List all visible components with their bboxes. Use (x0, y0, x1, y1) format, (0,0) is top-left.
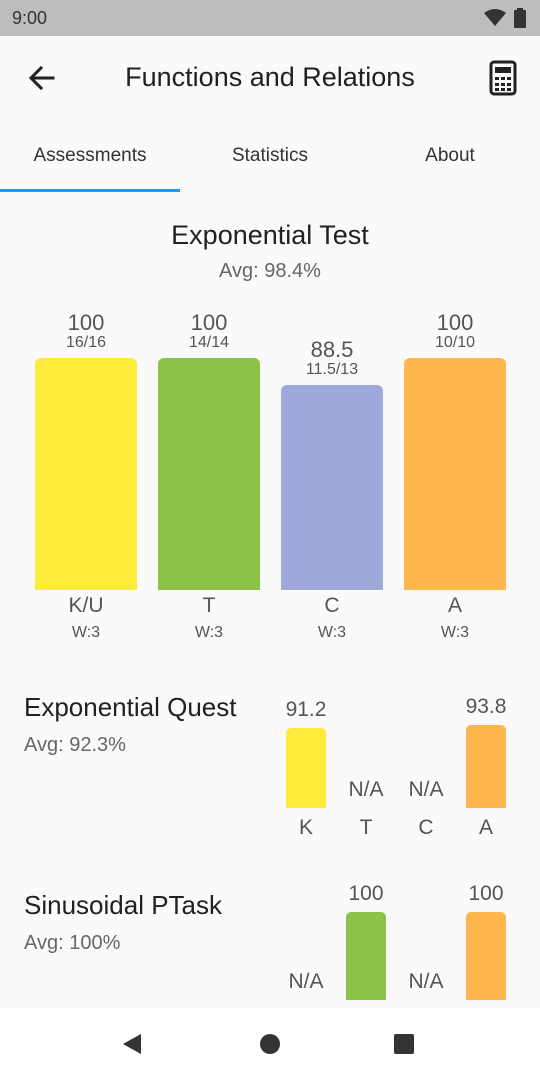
bar-category-label: K/U (68, 594, 104, 617)
bar-ku (35, 358, 137, 590)
bar-category-label: C (324, 594, 340, 617)
bar-value-label: N/A (408, 778, 444, 801)
bar-score-label: 16/16 (65, 334, 107, 351)
bar-column-k: 91.2 K (286, 692, 327, 852)
bar-value-label: 91.2 (285, 697, 327, 721)
bar-category-label: A (447, 594, 462, 617)
bar-column-a: 93.8 A (466, 692, 507, 852)
bar-category-label: K (298, 816, 313, 839)
status-bar: 9:00 (0, 0, 540, 36)
bar-value-label: 100 (67, 310, 105, 335)
assessment-title: Sinusoidal PTask (24, 890, 222, 920)
bar-a (466, 725, 506, 808)
bar-score-label: 10/10 (434, 334, 476, 351)
page-title: Functions and Relations (125, 62, 415, 92)
tab-statistics[interactable]: Statistics (231, 145, 309, 166)
bar-value-label: 100 (468, 882, 504, 905)
bar-k (286, 727, 326, 808)
nav-back-button[interactable] (120, 1032, 144, 1056)
bar-column-a: 100 A (466, 882, 506, 1008)
bar-column-t: 100 T (346, 882, 386, 1008)
recents-square-icon (394, 1034, 414, 1054)
app-bar: Functions and Relations (0, 36, 540, 120)
bar-value-label: N/A (288, 970, 324, 993)
tab-bar: Assessments Statistics About (0, 120, 540, 192)
bar-score-label: 14/14 (188, 334, 230, 351)
home-circle-icon (260, 1034, 280, 1054)
assessment-average: Avg: 92.3% (24, 734, 126, 756)
bar-category-label: A (478, 816, 493, 839)
status-time: 9:00 (12, 8, 48, 28)
system-nav-bar (0, 1008, 540, 1080)
back-triangle-icon (123, 1034, 141, 1054)
bar-t (346, 912, 386, 1000)
bar-column-c: N/A C (406, 692, 446, 852)
status-icons (484, 8, 526, 28)
assessment-title: Exponential Quest (24, 692, 237, 722)
bar-column-c: 88.5 11.5/13 C W:3 (281, 192, 383, 652)
bar-category-label: T (359, 816, 373, 839)
back-button[interactable] (26, 62, 58, 94)
bar-column-k: N/A K (286, 884, 326, 1008)
bar-column-c: N/A C (406, 884, 446, 1008)
bar-weight-label: W:3 (71, 624, 101, 641)
bar-value-label: 100 (348, 882, 384, 905)
bar-column-a: 100 10/10 A W:3 (404, 192, 506, 652)
assessment-average: Avg: 100% (24, 932, 121, 954)
assessment-average: Avg: 98.4% (219, 260, 321, 282)
nav-home-button[interactable] (258, 1032, 282, 1056)
bar-value-label: 93.8 (465, 695, 507, 719)
calculator-button[interactable] (488, 60, 518, 96)
battery-icon (514, 8, 526, 28)
bar-value-label: 88.5 (310, 336, 354, 362)
arrow-left-icon (28, 65, 55, 91)
bar-score-label: 11.5/13 (305, 360, 359, 378)
bar-column-t: 100 14/14 T W:3 (158, 192, 260, 652)
bar-a (466, 912, 506, 1000)
bar-value-label: N/A (408, 970, 444, 993)
bar-category-label: C (418, 816, 434, 839)
tab-indicator (0, 189, 180, 192)
assessments-list[interactable]: Exponential Test Avg: 98.4% 100 16/16 K/… (0, 192, 540, 1008)
bar-weight-label: W:3 (194, 624, 224, 641)
nav-recents-button[interactable] (392, 1032, 416, 1056)
bar-column-t: N/A T (346, 692, 386, 852)
bar-weight-label: W:3 (440, 624, 470, 641)
wifi-icon (484, 9, 506, 26)
bar-value-label: N/A (348, 778, 384, 801)
bar-column-ku: 100 16/16 K/U W:3 (35, 192, 137, 652)
bar-value-label: 100 (190, 310, 228, 335)
bar-weight-label: W:3 (317, 624, 347, 641)
bar-a (404, 358, 506, 590)
calculator-icon (489, 60, 517, 96)
tab-assessments[interactable]: Assessments (33, 145, 147, 166)
tab-about[interactable]: About (425, 145, 475, 166)
bar-t (158, 358, 260, 590)
bar-value-label: 100 (436, 310, 474, 335)
bar-category-label: T (202, 594, 216, 617)
bar-c (281, 384, 383, 590)
assessment-title: Exponential Test (171, 220, 369, 250)
